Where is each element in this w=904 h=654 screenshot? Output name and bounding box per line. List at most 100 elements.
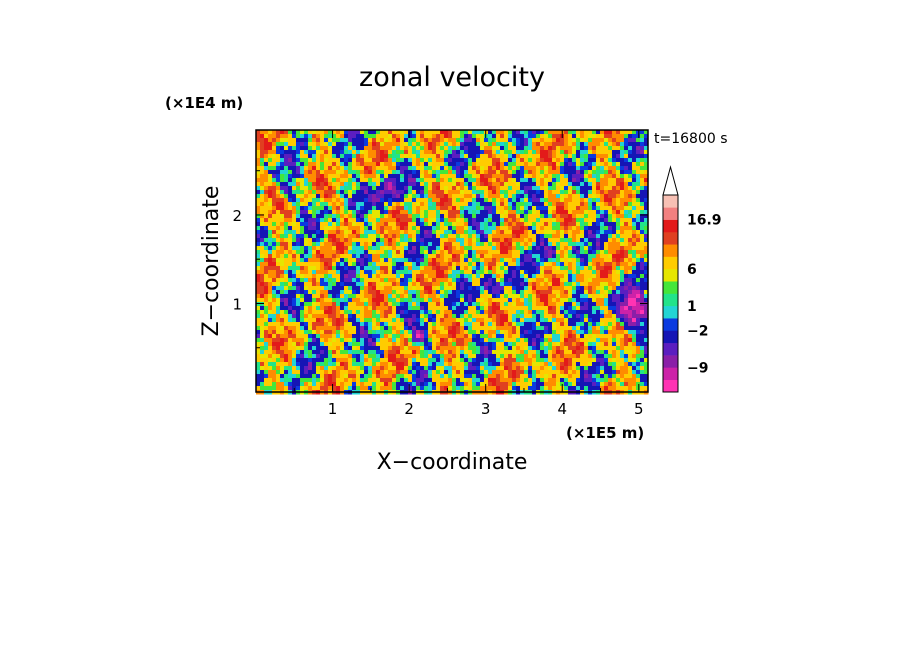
field-cell: [540, 262, 545, 267]
field-cell: [576, 242, 581, 247]
field-cell: [352, 190, 357, 195]
field-cell: [388, 250, 393, 255]
field-cell: [508, 270, 513, 275]
field-cell: [528, 202, 533, 207]
field-cell: [436, 194, 441, 199]
field-cell: [616, 170, 621, 175]
field-cell: [640, 130, 645, 135]
field-cell: [564, 250, 569, 255]
field-cell: [480, 222, 485, 227]
field-cell: [372, 162, 377, 167]
field-cell: [288, 146, 293, 151]
field-cell: [260, 186, 265, 191]
field-cell: [572, 198, 577, 203]
field-cell: [492, 238, 497, 243]
field-cell: [568, 286, 573, 291]
field-cell: [588, 306, 593, 311]
field-cell: [520, 194, 525, 199]
field-cell: [636, 302, 641, 307]
field-cell: [520, 226, 525, 231]
field-cell: [464, 146, 469, 151]
field-cell: [256, 198, 261, 203]
field-cell: [564, 150, 569, 155]
field-cell: [568, 318, 573, 323]
field-cell: [368, 150, 373, 155]
field-cell: [444, 222, 449, 227]
field-cell: [592, 234, 597, 239]
field-cell: [632, 262, 637, 267]
field-cell: [576, 258, 581, 263]
field-cell: [532, 226, 537, 231]
field-cell: [472, 330, 477, 335]
field-cell: [356, 306, 361, 311]
field-cell: [596, 174, 601, 179]
field-cell: [480, 258, 485, 263]
field-cell: [432, 150, 437, 155]
field-cell: [424, 186, 429, 191]
field-cell: [480, 238, 485, 243]
field-cell: [608, 278, 613, 283]
field-cell: [356, 186, 361, 191]
field-cell: [272, 262, 277, 267]
field-cell: [404, 254, 409, 259]
field-cell: [436, 178, 441, 183]
field-cell: [384, 238, 389, 243]
field-cell: [568, 182, 573, 187]
field-cell: [372, 314, 377, 319]
field-cell: [396, 190, 401, 195]
field-cell: [268, 154, 273, 159]
field-cell: [576, 182, 581, 187]
field-cell: [280, 326, 285, 331]
field-cell: [256, 326, 261, 331]
field-cell: [336, 326, 341, 331]
field-cell: [564, 230, 569, 235]
field-cell: [336, 198, 341, 203]
field-cell: [392, 174, 397, 179]
field-cell: [440, 238, 445, 243]
field-cell: [340, 298, 345, 303]
field-cell: [384, 230, 389, 235]
field-cell: [520, 174, 525, 179]
field-cell: [448, 302, 453, 307]
field-cell: [552, 210, 557, 215]
field-cell: [376, 322, 381, 327]
field-cell: [628, 270, 633, 275]
field-cell: [588, 154, 593, 159]
field-cell: [312, 250, 317, 255]
field-cell: [452, 150, 457, 155]
field-cell: [596, 330, 601, 335]
field-cell: [588, 318, 593, 323]
field-cell: [276, 226, 281, 231]
field-cell: [460, 154, 465, 159]
field-cell: [456, 210, 461, 215]
field-cell: [544, 270, 549, 275]
field-cell: [584, 170, 589, 175]
field-cell: [628, 226, 633, 231]
field-cell: [604, 230, 609, 235]
field-cell: [296, 242, 301, 247]
field-cell: [492, 194, 497, 199]
field-cell: [400, 258, 405, 263]
field-cell: [420, 214, 425, 219]
field-cell: [436, 142, 441, 147]
field-cell: [408, 206, 413, 211]
field-cell: [548, 326, 553, 331]
field-cell: [628, 198, 633, 203]
field-cell: [588, 190, 593, 195]
field-cell: [360, 258, 365, 263]
field-cell: [508, 134, 513, 139]
field-cell: [416, 134, 421, 139]
field-cell: [440, 222, 445, 227]
field-cell: [484, 222, 489, 227]
field-cell: [508, 290, 513, 295]
field-cell: [424, 190, 429, 195]
field-cell: [580, 186, 585, 191]
field-cell: [308, 210, 313, 215]
field-cell: [400, 186, 405, 191]
field-cell: [304, 222, 309, 227]
field-cell: [320, 146, 325, 151]
field-cell: [544, 138, 549, 143]
field-cell: [500, 294, 505, 299]
field-cell: [512, 302, 517, 307]
field-cell: [544, 330, 549, 335]
